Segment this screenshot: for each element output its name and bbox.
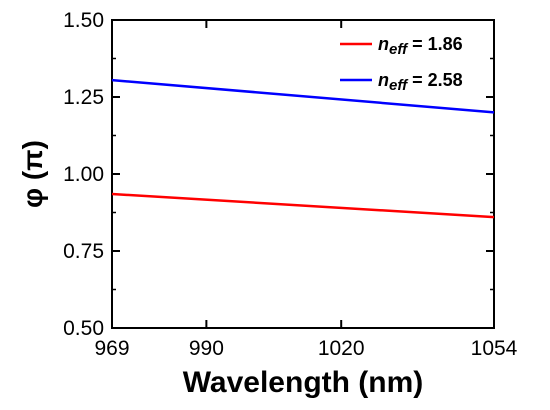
series-layer	[111, 78, 495, 219]
x-tick-label: 969	[94, 337, 129, 360]
plot-frame	[111, 19, 495, 329]
y-tick-label: 1.00	[63, 163, 104, 186]
series-line-1	[111, 192, 495, 219]
y-axis-title: φ (π)	[17, 140, 48, 208]
series-line-2	[111, 78, 495, 114]
legend: neff = 1.86 neff = 2.58	[340, 34, 463, 94]
x-axis-title: Wavelength (nm)	[183, 366, 424, 399]
y-tick-label: 0.50	[63, 317, 104, 340]
plot-area	[111, 19, 495, 329]
x-tick-label: 1054	[471, 337, 518, 360]
axes-layer	[111, 19, 495, 329]
legend-label-2: neff = 2.58	[378, 70, 463, 94]
x-tick-label: 990	[189, 337, 224, 360]
labels-layer: Wavelength (nm) φ (π) 0.50 0.75 1.00 1.25 1.…	[17, 9, 518, 399]
y-tick-label: 1.50	[63, 9, 104, 32]
y-tick-label: 1.25	[63, 86, 104, 109]
y-tick-label: 0.75	[63, 240, 104, 263]
x-tick-label: 1020	[318, 337, 365, 360]
legend-label-1: neff = 1.86	[378, 34, 463, 58]
